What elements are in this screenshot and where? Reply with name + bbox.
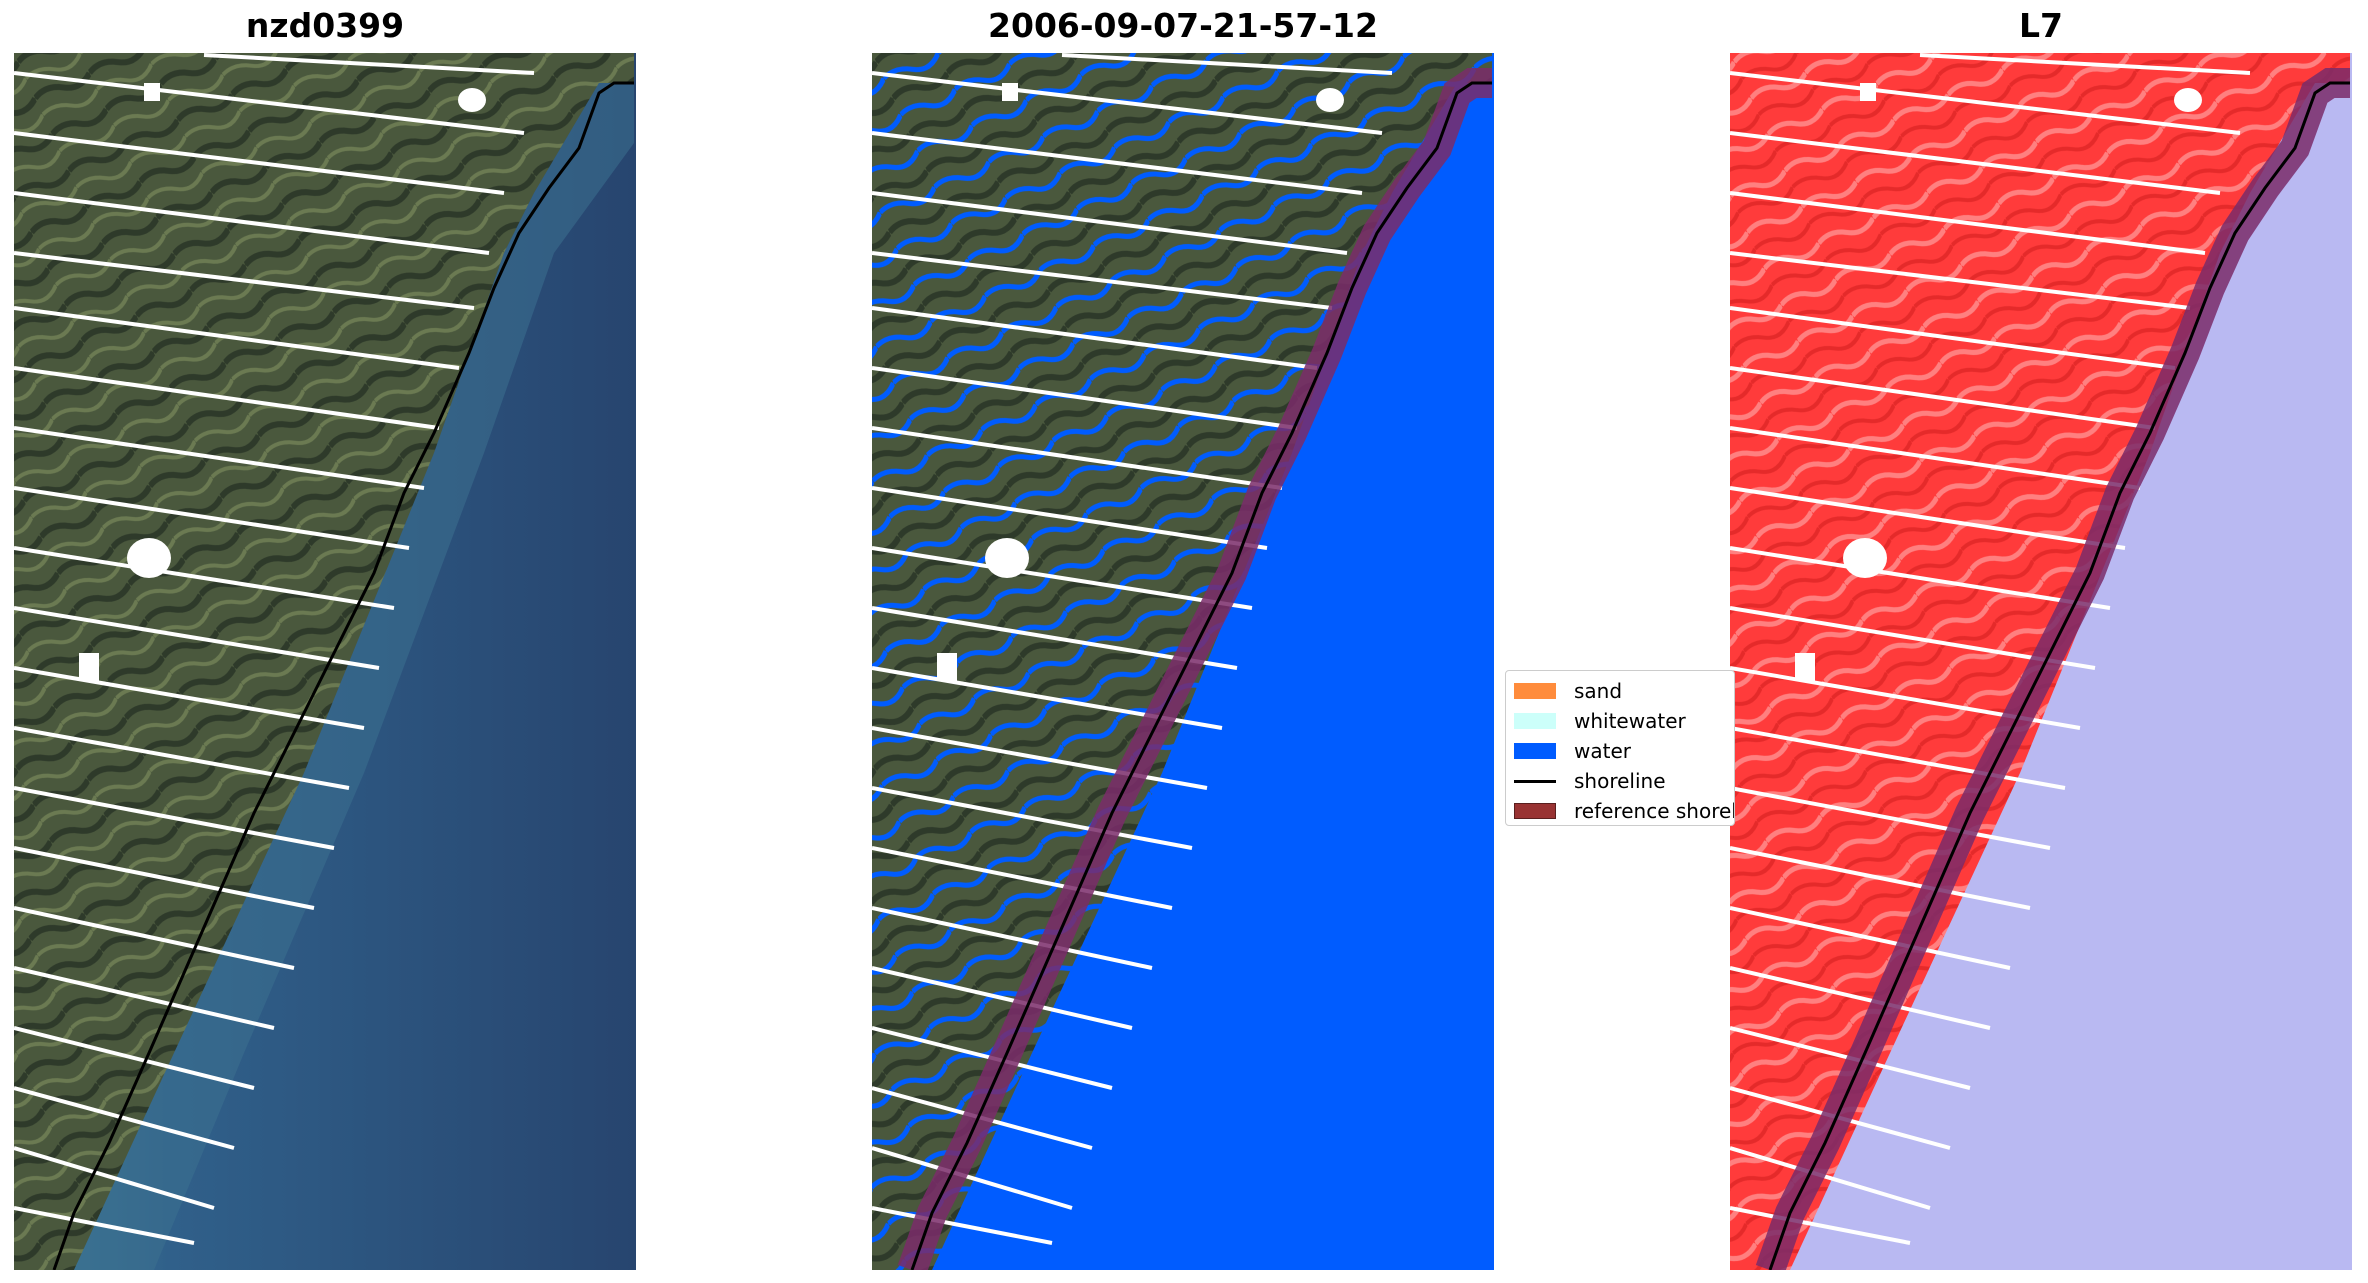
whitewater-swatch	[1514, 713, 1556, 729]
legend-item-water: water	[1514, 736, 1734, 766]
shoreline-line	[52, 81, 634, 1270]
legend-label-shoreline: shoreline	[1574, 769, 1666, 793]
legend-label-reference-shoreline: reference shoreline	[1574, 799, 1734, 823]
rgb-satellite-image	[14, 53, 636, 1270]
cloud-masks	[79, 83, 486, 681]
legend-item-sand: sand	[1514, 676, 1734, 706]
classified-image	[872, 53, 1494, 1270]
shoreline-line	[1768, 81, 2350, 1270]
cloud-masks	[937, 83, 1344, 681]
transect-lines	[1730, 53, 2251, 1245]
index-image-panel	[1730, 53, 2352, 1270]
panel-title-rgb: nzd0399	[245, 6, 405, 45]
panel-title-date: 2006-09-07-21-57-12	[988, 6, 1378, 45]
legend-label-water: water	[1574, 739, 1631, 763]
classified-image-panel	[872, 53, 1494, 1270]
index-image	[1730, 53, 2352, 1270]
legend-item-whitewater: whitewater	[1514, 706, 1734, 736]
rgb-image-panel	[14, 53, 636, 1270]
water-swatch	[1514, 743, 1556, 759]
shoreline-line	[910, 81, 1492, 1270]
sand-swatch	[1514, 683, 1556, 699]
legend-item-reference-shoreline: reference shoreline	[1514, 796, 1734, 825]
cloud-masks	[1795, 83, 2202, 681]
legend-label-sand: sand	[1574, 679, 1623, 703]
reference-shoreline-swatch	[1514, 803, 1556, 819]
shoreline-swatch	[1514, 779, 1556, 783]
transect-lines	[14, 53, 535, 1245]
transect-lines	[872, 53, 1393, 1245]
legend-label-whitewater: whitewater	[1574, 709, 1686, 733]
legend: sand whitewater water shoreline referenc…	[1505, 670, 1735, 826]
panel-title-satellite: L7	[2019, 6, 2063, 45]
legend-item-shoreline: shoreline	[1514, 766, 1734, 796]
